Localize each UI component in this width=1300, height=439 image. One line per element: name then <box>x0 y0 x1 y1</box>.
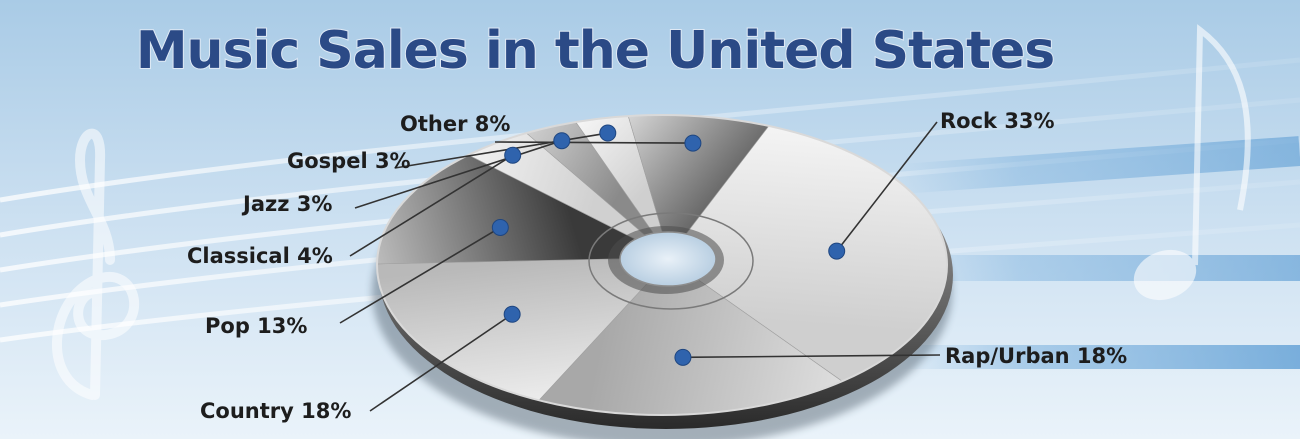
leader-lines <box>339 121 941 412</box>
leader-line-jazz <box>354 139 563 209</box>
pie-slices <box>376 114 948 416</box>
leader-line-country <box>369 313 513 412</box>
slice-marker-country <box>503 305 521 323</box>
music-note-icon <box>1133 24 1251 301</box>
slice-marker-classical <box>504 146 522 164</box>
slice-marker-pop <box>491 218 509 236</box>
leader-line-other <box>494 141 693 144</box>
disk-hole <box>619 231 717 287</box>
slice-markers <box>491 124 846 366</box>
slice-marker-rap-urban <box>674 348 692 366</box>
leader-line-rap-urban <box>682 354 941 359</box>
slice-marker-jazz <box>553 132 571 150</box>
slice-label-classical: Classical 4% <box>187 244 333 268</box>
disk-rim <box>376 114 948 416</box>
leader-line-pop <box>339 226 501 324</box>
slice-label-other: Other 8% <box>400 112 510 136</box>
leader-line-rock <box>836 121 938 252</box>
treble-clef-icon <box>52 128 140 400</box>
slice-label-rock: Rock 33% <box>940 109 1055 133</box>
slice-label-pop: Pop 13% <box>205 314 307 338</box>
slice-label-gospel: Gospel 3% <box>287 149 411 173</box>
leader-line-classical <box>349 154 514 257</box>
disk-inner-ring <box>588 212 754 310</box>
leader-line-gospel <box>394 132 608 169</box>
slice-label-rap-urban: Rap/Urban 18% <box>945 344 1127 368</box>
slice-marker-rock <box>828 242 846 260</box>
chart-title: Music Sales in the United States <box>136 21 1054 81</box>
slice-label-country: Country 18% <box>200 399 351 423</box>
slice-marker-other <box>684 134 702 152</box>
slice-label-jazz: Jazz 3% <box>241 192 332 216</box>
slice-labels: Rock 33% Rap/Urban 18% Country 18% Pop 13% C… <box>187 109 1127 423</box>
slice-marker-gospel <box>599 124 617 142</box>
